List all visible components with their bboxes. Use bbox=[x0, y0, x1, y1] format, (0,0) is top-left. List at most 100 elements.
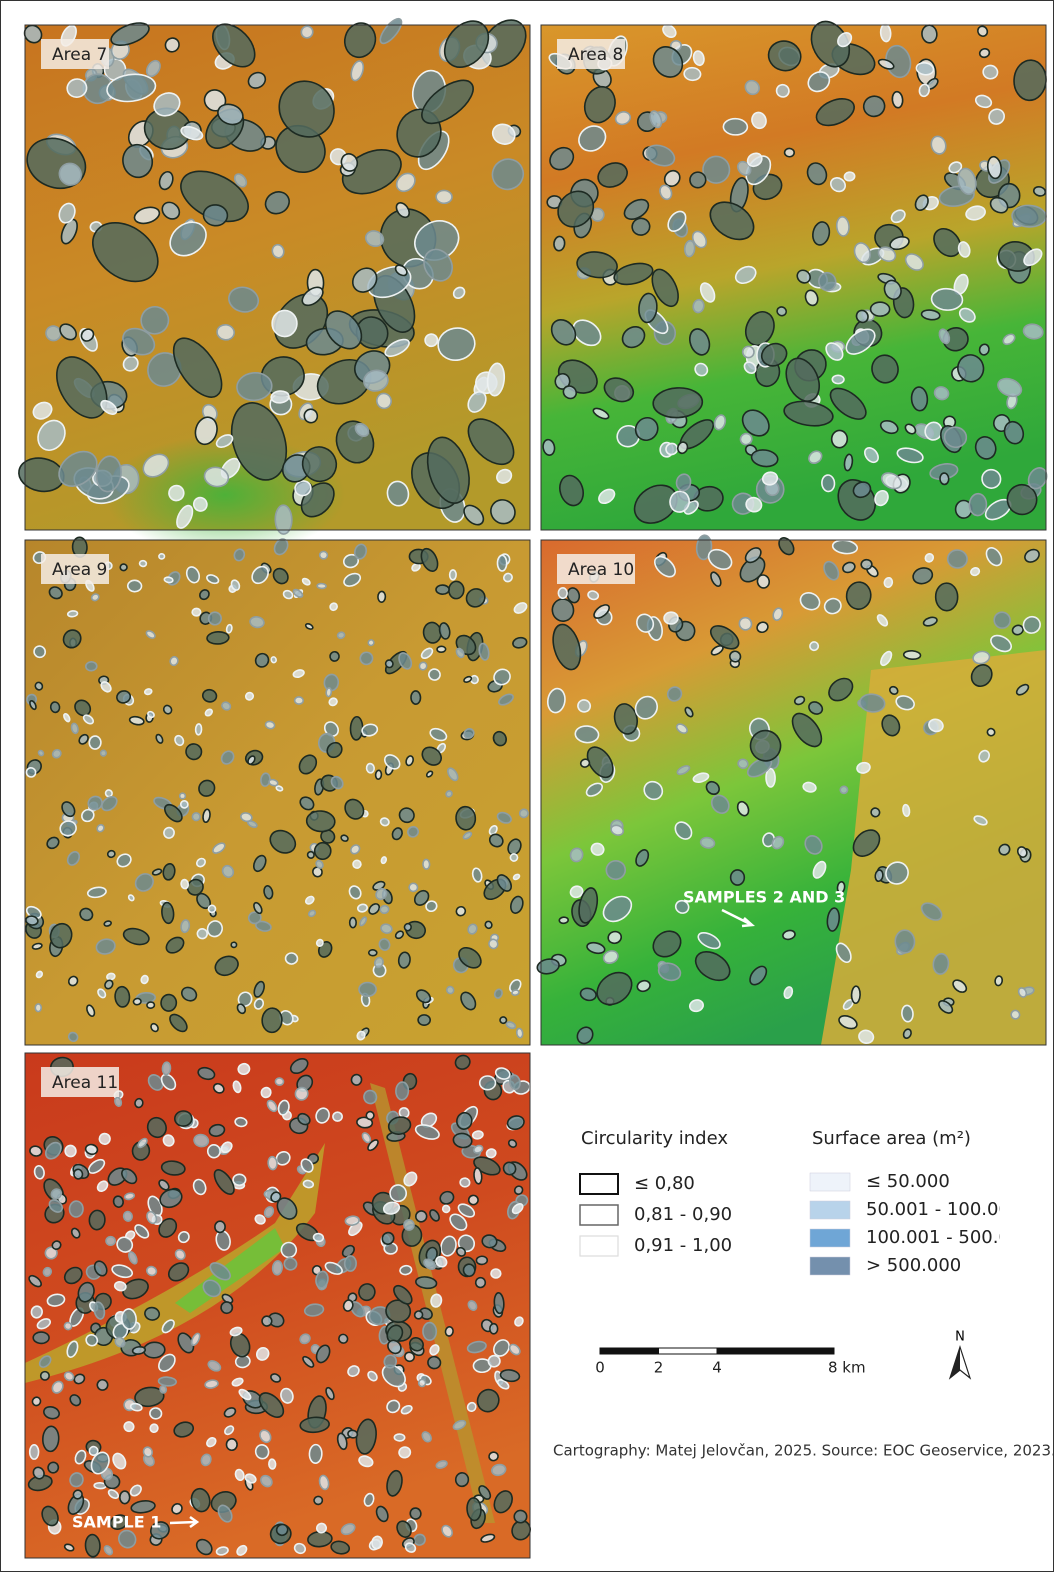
lake bbox=[314, 842, 332, 860]
scale-segment bbox=[717, 1348, 834, 1354]
legend-swatch bbox=[580, 1236, 618, 1256]
lake bbox=[89, 736, 101, 749]
lake bbox=[940, 473, 949, 485]
lake bbox=[33, 1332, 49, 1344]
lake bbox=[143, 1342, 165, 1359]
lake bbox=[337, 631, 345, 639]
figure: Area 7Area 8Area 9Area 10Area 11SAMPLES … bbox=[0, 0, 1054, 1572]
lake bbox=[870, 302, 889, 316]
lake bbox=[969, 493, 987, 516]
scale-label: 8 km bbox=[828, 1359, 866, 1377]
lake bbox=[488, 1452, 498, 1462]
map-panel: Area 11 bbox=[25, 1053, 534, 1558]
lake bbox=[42, 1426, 59, 1452]
legend-swatch bbox=[810, 1173, 850, 1191]
lake bbox=[175, 1111, 193, 1127]
lake bbox=[947, 549, 968, 568]
lake bbox=[840, 786, 849, 794]
lake bbox=[231, 942, 237, 947]
lake bbox=[424, 333, 438, 347]
panel-label: Area 11 bbox=[52, 1073, 118, 1093]
panel-label: Area 9 bbox=[52, 560, 107, 580]
legend-label: ≤ 50.000 bbox=[866, 1171, 950, 1192]
lake bbox=[448, 581, 464, 599]
lake bbox=[89, 1210, 106, 1230]
lake bbox=[1012, 205, 1047, 228]
lake bbox=[133, 998, 141, 1005]
lake bbox=[275, 1078, 284, 1086]
lake bbox=[511, 989, 519, 995]
lake bbox=[460, 1177, 471, 1187]
lake bbox=[162, 1062, 171, 1075]
lake bbox=[180, 879, 189, 889]
lake bbox=[114, 986, 130, 1007]
lake bbox=[445, 1326, 454, 1336]
lake bbox=[409, 883, 418, 892]
lake bbox=[144, 688, 152, 695]
lake bbox=[901, 1005, 913, 1022]
lake bbox=[664, 612, 679, 625]
lake bbox=[497, 555, 506, 571]
lake bbox=[226, 624, 233, 633]
lake bbox=[147, 1002, 155, 1009]
lake bbox=[192, 813, 200, 821]
lake bbox=[423, 859, 430, 869]
lake bbox=[73, 1169, 83, 1180]
lake bbox=[50, 701, 60, 713]
legend-title: Circularity index bbox=[581, 1128, 728, 1149]
scale-label: 2 bbox=[654, 1359, 664, 1377]
lake bbox=[30, 1445, 39, 1459]
annotation: SAMPLE 1 bbox=[72, 1513, 161, 1532]
lake bbox=[121, 1308, 137, 1329]
lake bbox=[437, 646, 446, 652]
lake bbox=[35, 1004, 41, 1012]
lake bbox=[731, 870, 745, 885]
lake bbox=[463, 1264, 476, 1277]
lake bbox=[514, 1510, 527, 1523]
lake bbox=[851, 986, 860, 1003]
panel-label: Area 8 bbox=[568, 45, 623, 65]
credit: Cartography: Matej Jelovčan, 2025. Sourc… bbox=[553, 1442, 1054, 1460]
lake bbox=[350, 918, 356, 928]
legend-label: 0,81 - 0,90 bbox=[634, 1204, 732, 1225]
lake bbox=[272, 310, 298, 337]
lake bbox=[411, 691, 421, 704]
lake bbox=[309, 1444, 322, 1463]
lake bbox=[404, 923, 412, 932]
lake bbox=[313, 1233, 324, 1242]
lake bbox=[378, 591, 386, 602]
lake bbox=[180, 793, 186, 799]
map-panel: Area 8 bbox=[541, 15, 1050, 531]
lake bbox=[684, 240, 695, 257]
lake bbox=[195, 724, 201, 735]
lake bbox=[395, 1082, 408, 1100]
legend-swatch bbox=[580, 1205, 618, 1225]
lake bbox=[215, 1221, 226, 1233]
lake bbox=[120, 1491, 130, 1504]
lake bbox=[106, 1236, 116, 1245]
lake bbox=[895, 930, 915, 954]
lake bbox=[903, 650, 920, 659]
lake bbox=[69, 1201, 84, 1218]
legend-swatch bbox=[810, 1201, 850, 1219]
lake bbox=[269, 1459, 276, 1469]
lake bbox=[120, 564, 127, 571]
lake bbox=[158, 1377, 176, 1387]
lake bbox=[317, 583, 326, 588]
lake bbox=[499, 1016, 507, 1024]
lake bbox=[226, 1439, 237, 1451]
lake bbox=[359, 983, 376, 997]
scale-segment bbox=[600, 1348, 659, 1354]
lake bbox=[160, 994, 177, 1012]
annotation: SAMPLES 2 AND 3 bbox=[683, 888, 845, 907]
lake bbox=[208, 1145, 221, 1158]
lake bbox=[403, 1219, 414, 1230]
lake bbox=[935, 583, 957, 611]
lake bbox=[480, 1076, 496, 1090]
legend-label: 0,91 - 1,00 bbox=[634, 1235, 732, 1256]
lake bbox=[468, 1195, 479, 1205]
lake bbox=[271, 656, 277, 663]
lake bbox=[164, 577, 173, 583]
lake bbox=[516, 1028, 523, 1038]
legend-swatch bbox=[810, 1229, 850, 1247]
